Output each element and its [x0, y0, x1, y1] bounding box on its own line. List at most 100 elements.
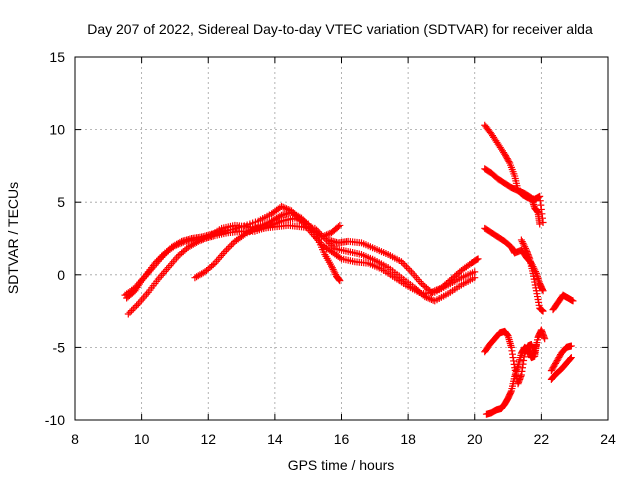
x-tick-label: 8 — [71, 431, 79, 447]
data-point — [474, 255, 482, 263]
series-track-7 — [481, 165, 544, 228]
data-point — [473, 256, 481, 264]
data-point — [128, 307, 136, 315]
data-point — [330, 267, 338, 275]
x-tick-label: 18 — [400, 431, 416, 447]
data-point — [541, 335, 549, 343]
data-point — [174, 240, 182, 248]
data-point — [334, 223, 342, 231]
data-point — [151, 259, 159, 267]
data-point — [505, 158, 513, 166]
data-point — [129, 285, 137, 293]
data-point — [126, 308, 134, 316]
data-point — [318, 233, 326, 241]
data-point — [224, 244, 232, 252]
axis-ticks: 8 10 12 14 16 18 20 22 24 -10 -5 0 5 10 15 — [45, 49, 616, 447]
data-point — [401, 261, 409, 269]
data-point — [331, 269, 339, 277]
data-point — [567, 342, 575, 350]
data-point — [223, 246, 231, 254]
series-track-5 — [324, 236, 482, 296]
data-point — [431, 287, 439, 295]
series-track-9 — [517, 236, 547, 315]
data-point — [429, 287, 437, 295]
data-point — [321, 232, 329, 240]
y-tick-label: 10 — [49, 122, 65, 138]
data-point — [209, 261, 217, 269]
data-point — [279, 203, 287, 211]
y-tick-label: 0 — [57, 267, 65, 283]
series-track-8 — [481, 224, 547, 295]
data-point — [173, 241, 181, 249]
x-tick-label: 14 — [267, 431, 283, 447]
data-point — [522, 244, 530, 252]
data-point — [154, 256, 162, 264]
data-point — [399, 259, 407, 267]
data-point — [328, 264, 336, 272]
y-tick-label: -10 — [45, 412, 65, 428]
data-point — [303, 219, 311, 227]
data-point — [424, 294, 432, 302]
data-point — [153, 257, 161, 265]
plot-frame — [74, 56, 609, 421]
data-point — [336, 277, 344, 285]
series-track-2 — [124, 221, 479, 318]
data-point — [158, 252, 166, 260]
data-point — [178, 239, 186, 247]
data-point — [421, 293, 429, 301]
data-point — [226, 242, 234, 250]
series-track-13 — [547, 354, 575, 383]
data-point — [336, 254, 344, 262]
data-point — [276, 212, 284, 220]
data-point — [131, 303, 139, 311]
data-point — [301, 218, 309, 226]
x-tick-label: 20 — [467, 431, 483, 447]
x-axis-label: GPS time / hours — [288, 457, 395, 473]
data-point — [336, 221, 344, 229]
data-point — [306, 223, 314, 231]
data-point — [129, 305, 137, 313]
data-point — [536, 220, 544, 228]
data-point — [539, 307, 547, 315]
data-point — [426, 295, 434, 303]
data-point — [404, 265, 412, 273]
grid-lines — [75, 57, 608, 420]
data-point — [298, 214, 306, 222]
data-point — [422, 293, 430, 301]
data-point — [402, 263, 410, 271]
data-point — [329, 265, 337, 273]
series-track-12 — [482, 340, 540, 418]
data-point — [304, 221, 312, 229]
x-tick-label: 12 — [200, 431, 216, 447]
data-point — [471, 274, 479, 282]
data-point — [539, 287, 547, 295]
data-point — [517, 236, 525, 244]
chart-title: Day 207 of 2022, Sidereal Day-to-day VTE… — [87, 21, 593, 37]
data-point — [278, 203, 286, 211]
data-point — [228, 241, 236, 249]
data-point — [124, 310, 132, 318]
data-point — [323, 231, 331, 239]
x-tick-label: 22 — [534, 431, 550, 447]
data-point — [221, 248, 229, 256]
data-point — [520, 241, 528, 249]
series-track-14 — [547, 342, 575, 375]
x-tick-label: 16 — [334, 431, 350, 447]
data-point — [521, 243, 529, 251]
series-track-4 — [191, 208, 344, 282]
data-point — [567, 354, 575, 362]
data-point — [319, 232, 327, 240]
data-point — [239, 231, 247, 239]
data-point — [299, 216, 307, 224]
data-point — [427, 288, 435, 296]
y-tick-label: 5 — [57, 194, 65, 210]
data-point — [171, 242, 179, 250]
y-tick-label: -5 — [53, 339, 66, 355]
data-point — [397, 258, 405, 266]
series-track-10 — [549, 291, 577, 314]
data-points — [121, 121, 577, 418]
data-point — [281, 204, 289, 212]
data-point — [406, 266, 414, 274]
data-point — [176, 240, 184, 248]
